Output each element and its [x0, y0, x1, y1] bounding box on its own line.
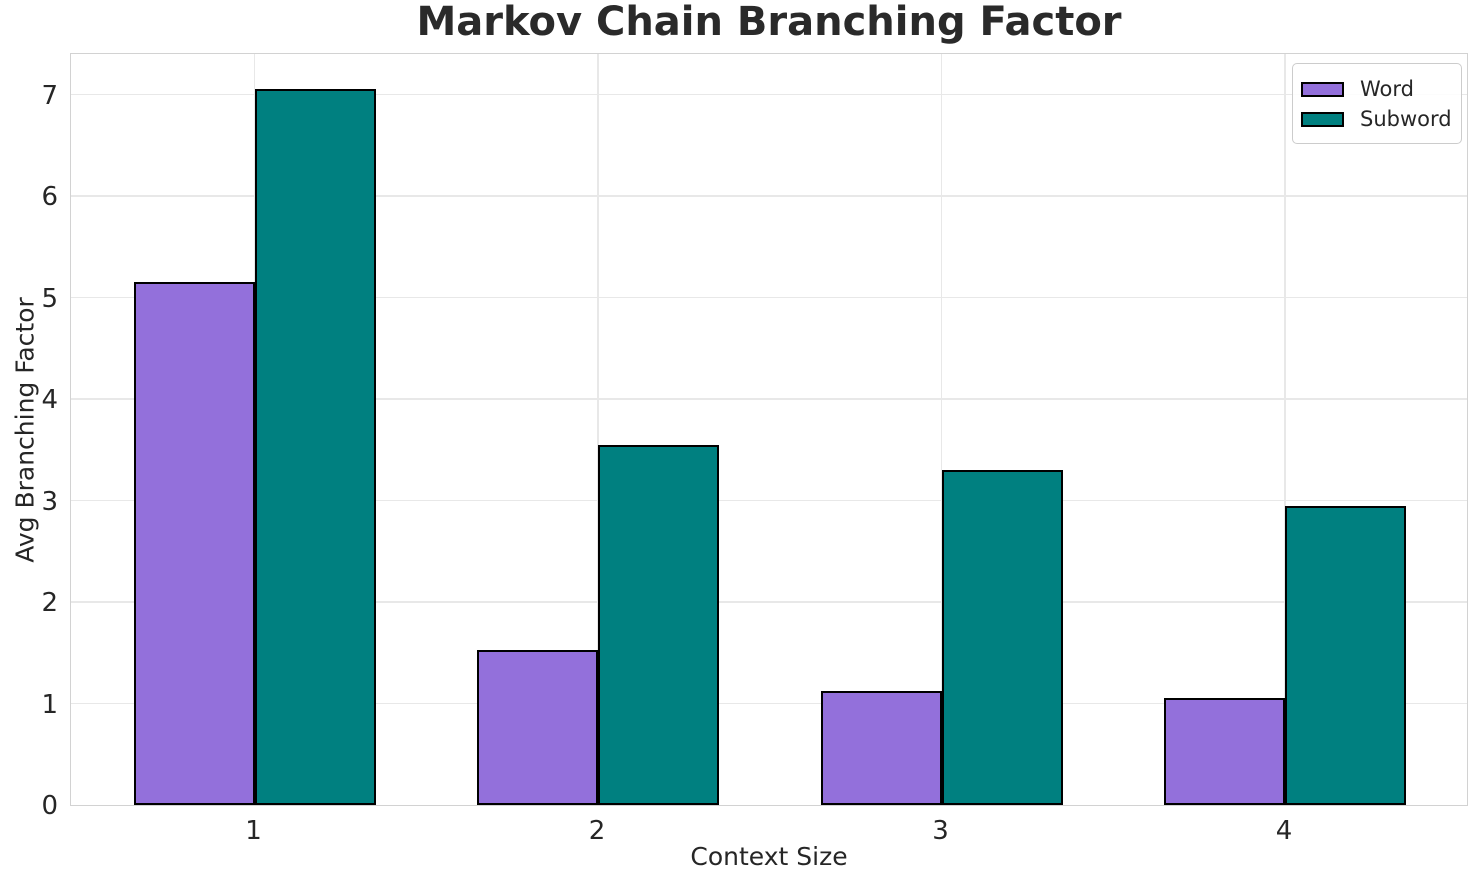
- x-tick-label: 1: [245, 816, 262, 846]
- word-bar: [820, 691, 942, 805]
- legend-label-subword: Subword: [1360, 107, 1452, 131]
- word-bar: [1164, 698, 1285, 805]
- legend-item-word: Word: [1301, 74, 1451, 104]
- x-gridline: [940, 54, 943, 805]
- plot-area: Word Subword: [70, 53, 1468, 806]
- word-series-swatch: [1301, 81, 1344, 97]
- y-tick-label: 2: [41, 588, 58, 619]
- y-gridline: [71, 702, 1467, 705]
- x-axis-label: Context Size: [690, 842, 848, 871]
- y-tick-label: 7: [41, 80, 58, 111]
- y-gridline: [71, 93, 1467, 96]
- y-axis-label: Avg Branching Factor: [10, 297, 40, 563]
- x-gridline: [597, 54, 599, 805]
- subword-bar: [941, 470, 1063, 805]
- y-gridline: [71, 601, 1467, 603]
- y-gridline: [71, 499, 1467, 502]
- y-gridline: [71, 398, 1467, 400]
- word-bar: [477, 649, 598, 805]
- x-tick-label: 2: [588, 816, 606, 846]
- y-tick-label: 3: [41, 486, 58, 517]
- subword-bar: [254, 88, 376, 805]
- x-gridline: [1284, 54, 1286, 805]
- y-tick-label: 4: [41, 385, 58, 416]
- legend-label-word: Word: [1360, 77, 1414, 101]
- chart-title: Markov Chain Branching Factor: [416, 0, 1122, 45]
- subword-bar: [1285, 505, 1406, 805]
- legend-item-subword: Subword: [1301, 104, 1452, 134]
- y-tick-label: 6: [41, 182, 58, 213]
- y-tick-label: 1: [41, 689, 58, 720]
- word-bar: [133, 282, 255, 805]
- y-gridline: [71, 195, 1467, 197]
- y-tick-label: 5: [41, 283, 58, 314]
- y-tick-label: 0: [41, 791, 58, 821]
- subword-series-swatch: [1301, 111, 1344, 127]
- subword-bar: [598, 444, 719, 805]
- x-tick-label: 3: [932, 816, 949, 846]
- y-gridline: [71, 296, 1467, 299]
- x-tick-label: 4: [1275, 816, 1293, 846]
- legend: Word Subword: [1292, 63, 1462, 144]
